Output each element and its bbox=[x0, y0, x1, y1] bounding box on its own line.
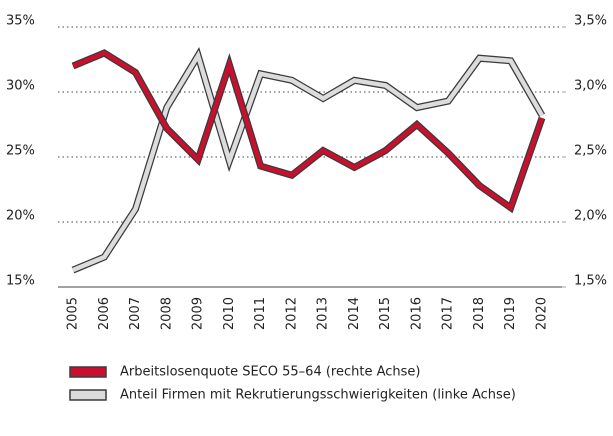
x-tick-label: 2008 bbox=[159, 297, 174, 330]
x-tick-label: 2011 bbox=[253, 297, 268, 330]
y-tick-label: 15% bbox=[6, 274, 35, 289]
x-tick-label: 2007 bbox=[128, 297, 143, 330]
y-tick-label: 35% bbox=[6, 14, 35, 29]
x-tick-label: 2013 bbox=[316, 297, 331, 330]
x-tick-label: 2015 bbox=[378, 297, 393, 330]
x-tick-label: 2016 bbox=[409, 297, 424, 330]
x-tick-label: 2009 bbox=[191, 297, 206, 330]
y-tick-label: 25% bbox=[6, 144, 35, 159]
y2-tick-label: 1,5% bbox=[574, 274, 607, 289]
y2-tick-label: 3,5% bbox=[574, 14, 607, 29]
line bbox=[72, 50, 544, 273]
y2-tick-label: 2,0% bbox=[574, 209, 607, 224]
legend-label: Anteil Firmen mit Rekrutierungsschwierig… bbox=[120, 388, 516, 403]
x-tick-label: 2012 bbox=[284, 297, 299, 330]
y-tick-label: 30% bbox=[6, 79, 35, 94]
x-tick-label: 2014 bbox=[347, 297, 362, 330]
x-tick-label: 2020 bbox=[535, 297, 550, 330]
x-tick-label: 2018 bbox=[472, 297, 487, 330]
x-tick-label: 2010 bbox=[222, 297, 237, 330]
line bbox=[72, 50, 545, 212]
y2-tick-label: 2,5% bbox=[574, 144, 607, 159]
x-tick-label: 2006 bbox=[97, 297, 112, 330]
x-tick-label: 2019 bbox=[503, 297, 518, 330]
legend-swatch bbox=[69, 389, 107, 401]
legend-label: Arbeitslosenquote SECO 55–64 (rechte Ach… bbox=[120, 365, 420, 380]
x-tick-label: 2017 bbox=[441, 297, 456, 330]
y-tick-label: 20% bbox=[6, 209, 35, 224]
y2-tick-label: 3,0% bbox=[574, 79, 607, 94]
x-tick-label: 2005 bbox=[66, 297, 81, 330]
legend-swatch bbox=[69, 366, 107, 378]
